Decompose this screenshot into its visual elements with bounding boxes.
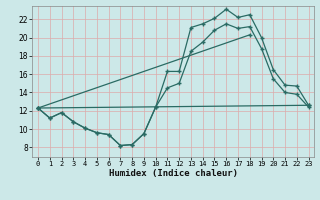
X-axis label: Humidex (Indice chaleur): Humidex (Indice chaleur) (109, 169, 238, 178)
